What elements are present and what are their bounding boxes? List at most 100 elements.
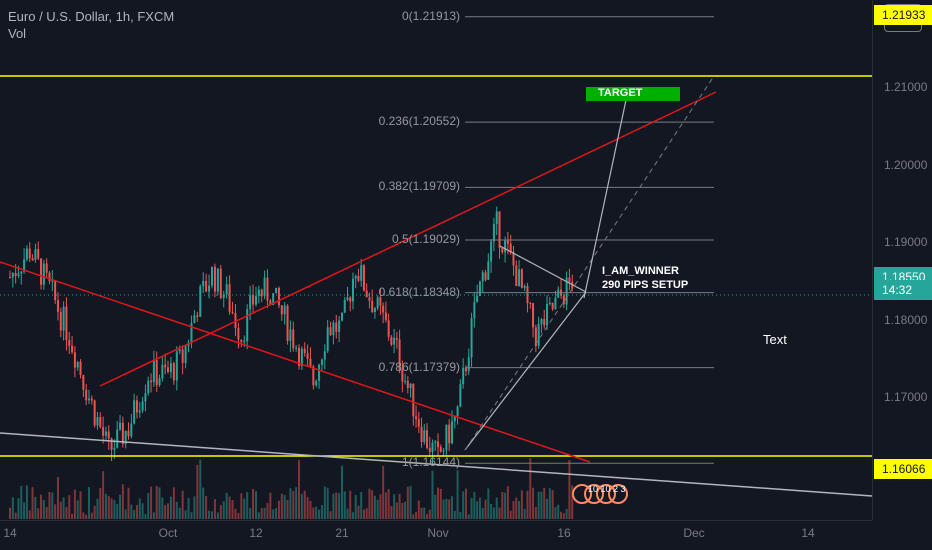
volume-bar: [289, 488, 292, 519]
volume-bar: [113, 499, 116, 519]
volume-bar: [376, 499, 379, 519]
volume-bar: [487, 488, 490, 519]
volume-bar: [373, 495, 376, 519]
candle-body: [135, 400, 138, 413]
time-tick-label: Oct: [158, 526, 178, 540]
volume-bar: [532, 487, 535, 519]
volume-bar: [300, 493, 303, 519]
volume-bar: [562, 513, 565, 519]
candle-body: [357, 275, 360, 281]
candle-body: [448, 424, 451, 444]
candle-body: [540, 319, 543, 325]
volume-bar: [437, 487, 439, 519]
candle-body: [439, 447, 442, 452]
volume-bar: [40, 494, 43, 519]
candle-body: [76, 361, 79, 368]
candle-body: [492, 224, 495, 242]
volume-bar: [275, 508, 278, 519]
candle-body: [306, 353, 309, 359]
volume-bar: [193, 496, 196, 519]
candle-body: [360, 265, 363, 281]
volume-bar: [393, 494, 396, 519]
volume-bar: [459, 511, 462, 519]
volume-bar: [398, 493, 401, 519]
text-note[interactable]: Text: [763, 332, 787, 347]
volume-bar: [365, 508, 368, 519]
candle-body: [99, 417, 102, 428]
symbol-title[interactable]: Euro / U.S. Dollar, 1h, FXCM: [8, 9, 175, 24]
volume-bar: [199, 459, 202, 519]
target-box[interactable]: TARGET: [586, 87, 680, 101]
volume-bar: [343, 491, 346, 519]
volume-bar: [216, 512, 219, 519]
volume-bar: [59, 501, 62, 519]
volume-bar: [464, 488, 467, 519]
volume-bar: [178, 507, 181, 519]
volume-bar: [45, 507, 48, 519]
candle-body: [437, 441, 439, 448]
candle-body: [373, 308, 376, 312]
candle-body: [9, 277, 11, 279]
candle-body: [71, 345, 74, 353]
target-arrow-line: [583, 99, 627, 299]
candle-body: [390, 336, 393, 345]
long-support-line: [0, 432, 873, 497]
candle-body: [382, 305, 385, 313]
candle-body: [219, 268, 222, 299]
setup-subtitle[interactable]: 290 PIPS SETUP: [602, 279, 689, 291]
time-tick-label: Dec: [683, 526, 705, 540]
volume-bar: [104, 493, 107, 519]
candle-body: [280, 305, 283, 315]
volume-bar: [107, 495, 110, 519]
candle-body: [490, 241, 493, 262]
time-tick-label: Nov: [427, 526, 449, 540]
volume-bar: [119, 494, 122, 519]
candle-body: [557, 289, 560, 298]
candle-body: [343, 299, 346, 313]
candle-body: [300, 348, 303, 366]
candle-body: [551, 302, 554, 310]
volume-bar: [470, 497, 473, 519]
volume-bar: [23, 502, 26, 519]
volume-bar: [448, 499, 451, 519]
volume-bar: [540, 491, 543, 519]
candle-body: [231, 311, 234, 314]
candle-body: [208, 285, 211, 292]
time-tick-label: 16: [557, 526, 571, 540]
volume-bar: [404, 501, 407, 519]
candle-body: [104, 431, 107, 436]
candle-body: [23, 259, 26, 272]
volume-bar: [17, 498, 20, 519]
volume-bar: [495, 497, 498, 519]
volume-bar: [42, 500, 45, 519]
price-tag: 1.16066: [874, 459, 932, 480]
volume-bar: [412, 514, 415, 519]
candle-body: [199, 286, 202, 317]
volume-bar: [329, 511, 332, 519]
volume-bar: [368, 488, 371, 519]
price-tag: 1.21933: [874, 5, 932, 26]
candle-body: [169, 363, 172, 373]
candle-body: [277, 287, 280, 306]
volume-indicator-label[interactable]: Vol: [8, 26, 27, 41]
candle-body: [88, 398, 90, 401]
volume-bar: [401, 502, 404, 519]
candle-body: [257, 289, 260, 297]
volume-bar: [534, 507, 537, 519]
volume-bar: [190, 512, 193, 519]
candle-body: [379, 297, 382, 306]
volume-bar: [263, 507, 266, 519]
candle-body: [428, 447, 431, 453]
volume-bar: [509, 510, 512, 519]
volume-bar: [14, 512, 17, 519]
volume-bar: [76, 500, 79, 519]
volume-bar: [243, 498, 246, 519]
candle-body: [562, 295, 565, 305]
volume-bar: [121, 484, 124, 519]
setup-title[interactable]: I_AM_WINNER: [602, 265, 680, 277]
volume-bar: [266, 503, 269, 519]
volume-bar: [152, 512, 155, 519]
candle-body: [68, 340, 71, 346]
candle-body: [205, 280, 208, 292]
